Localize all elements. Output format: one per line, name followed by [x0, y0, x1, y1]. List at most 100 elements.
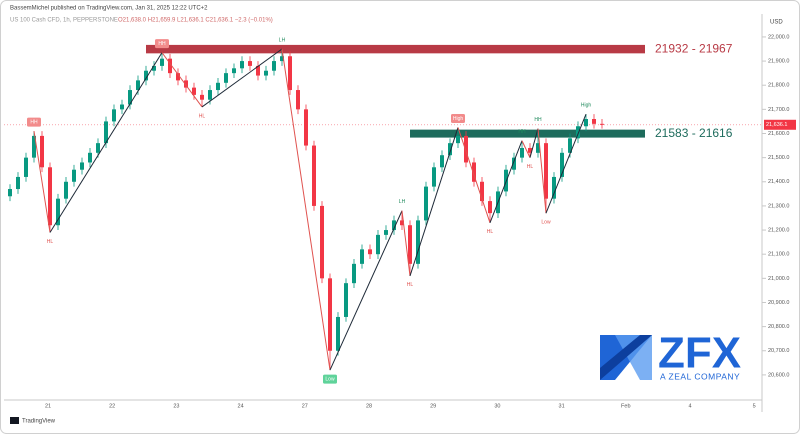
zone-label: 21583 - 21616 [655, 126, 733, 140]
candle-body [176, 73, 180, 81]
structure-line [329, 210, 403, 371]
candle-body [432, 167, 436, 187]
x-tick-label: 21 [45, 403, 51, 409]
candle-body [456, 135, 460, 144]
structure-line [545, 113, 587, 214]
pivot-label: HL [199, 113, 206, 119]
pivot-box [451, 113, 465, 123]
structure-line [161, 52, 203, 108]
candle-body [32, 135, 36, 158]
candle-body [80, 162, 84, 170]
pivot-label: HH [518, 129, 526, 135]
pivot-label: HH [30, 119, 38, 125]
pivot-label: Low [325, 376, 335, 382]
candle-body [64, 181, 68, 199]
pivot-box [27, 117, 41, 127]
candle-body [72, 169, 76, 182]
brand: ZFX [658, 329, 741, 378]
y-tick-label: 20,900.0 [768, 300, 789, 306]
candle-body [408, 225, 412, 264]
candle-body [552, 176, 556, 199]
x-tick-label: 5 [753, 403, 756, 409]
y-tick-label: 21,200.0 [768, 228, 789, 234]
candle-body [192, 87, 196, 95]
candle-body [472, 162, 476, 182]
candle-body [280, 56, 284, 62]
pivot-label: High [581, 103, 592, 109]
candle-body [352, 263, 356, 284]
candle-body [168, 58, 172, 74]
candle-body [448, 143, 452, 156]
candle-body [264, 70, 268, 76]
candle-body [312, 145, 316, 206]
candle-body [416, 220, 420, 264]
structure-line [281, 48, 331, 371]
x-tick-label: 28 [366, 403, 372, 409]
candle-body [424, 186, 428, 221]
candle-body [320, 205, 324, 279]
candle-body [136, 80, 140, 91]
candle-body [440, 155, 444, 168]
pivot-label: HL [407, 282, 414, 288]
candle-body [56, 198, 60, 226]
candle-body [520, 147, 524, 158]
ohlc-line: O21,638.0 H21,659.9 L21,636.1 C21,636.1 … [118, 18, 273, 24]
candle-body [240, 61, 244, 69]
footer: TradingView [22, 419, 56, 425]
pivot-label: HL [47, 239, 54, 245]
pivot-label: HL [527, 164, 534, 170]
y-tick-label: 21,900.0 [768, 59, 789, 65]
pivot-label: HH [534, 117, 542, 123]
candle-body [360, 249, 364, 264]
candle-body [272, 61, 276, 71]
candle-body [600, 123, 604, 125]
candle-body [160, 58, 164, 66]
x-tick-label: 24 [238, 403, 244, 409]
pivot-label: Low [541, 219, 551, 225]
watermark-logo [600, 335, 652, 380]
candle-body [8, 189, 12, 197]
candle-body [400, 220, 404, 226]
candle-body [344, 283, 348, 317]
publisher: BassemMichel published on TradingView.co… [10, 6, 208, 12]
candle-body [120, 104, 124, 110]
pivot-box [155, 39, 169, 49]
zone-label: 21932 - 21967 [655, 41, 733, 55]
pivot-box [323, 374, 337, 384]
candle-body [232, 68, 236, 74]
footer-logo [10, 417, 19, 424]
candle-body [88, 152, 92, 163]
x-tick-label: Feb [621, 403, 630, 409]
candle-body [560, 152, 564, 177]
candle-body [200, 94, 204, 100]
y-tick-label: 21,700.0 [768, 107, 789, 113]
y-tick-label: 20,700.0 [768, 348, 789, 354]
x-tick-label: 30 [494, 403, 500, 409]
currency: USD [770, 20, 783, 26]
candle-body [184, 80, 188, 88]
x-tick-label: 27 [302, 403, 308, 409]
candle-body [488, 201, 492, 214]
candle-body [40, 135, 44, 168]
y-tick-label: 21,100.0 [768, 252, 789, 258]
candle-body [536, 143, 540, 153]
last-price-label: 21,636.1 [766, 122, 787, 128]
candle-body [384, 230, 388, 235]
candle-body [24, 157, 28, 177]
x-tick-label: 23 [173, 403, 179, 409]
candle-body [568, 138, 572, 153]
structure-line [49, 52, 163, 233]
candle-body [128, 90, 132, 105]
last-price-tag [764, 119, 796, 130]
candle-body [592, 119, 596, 124]
y-tick-label: 20,600.0 [768, 372, 789, 378]
candle-body [96, 143, 100, 153]
pivot-label: LH [399, 199, 406, 205]
y-tick-label: 21,000.0 [768, 276, 789, 282]
structure-line [409, 127, 459, 277]
structure-line [457, 127, 491, 223]
candle-body [336, 316, 340, 351]
y-tick-label: 21,600.0 [768, 131, 789, 137]
y-tick-label: 22,000.0 [768, 34, 789, 40]
